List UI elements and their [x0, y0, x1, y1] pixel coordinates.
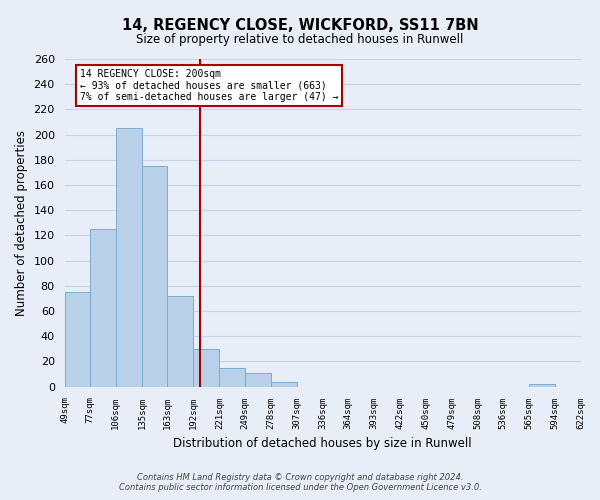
Text: Contains HM Land Registry data © Crown copyright and database right 2024.
Contai: Contains HM Land Registry data © Crown c… — [119, 473, 481, 492]
Bar — [116, 128, 142, 386]
Bar — [529, 384, 555, 386]
Text: Size of property relative to detached houses in Runwell: Size of property relative to detached ho… — [136, 32, 464, 46]
Bar — [90, 229, 116, 386]
X-axis label: Distribution of detached houses by size in Runwell: Distribution of detached houses by size … — [173, 437, 472, 450]
Bar — [220, 368, 245, 386]
Bar — [271, 382, 297, 386]
Bar — [65, 292, 90, 386]
Bar — [142, 166, 167, 386]
Y-axis label: Number of detached properties: Number of detached properties — [15, 130, 28, 316]
Text: 14, REGENCY CLOSE, WICKFORD, SS11 7BN: 14, REGENCY CLOSE, WICKFORD, SS11 7BN — [122, 18, 478, 32]
Bar — [193, 349, 220, 387]
Text: 14 REGENCY CLOSE: 200sqm
← 93% of detached houses are smaller (663)
7% of semi-d: 14 REGENCY CLOSE: 200sqm ← 93% of detach… — [80, 69, 338, 102]
Bar — [167, 296, 193, 386]
Bar — [245, 373, 271, 386]
